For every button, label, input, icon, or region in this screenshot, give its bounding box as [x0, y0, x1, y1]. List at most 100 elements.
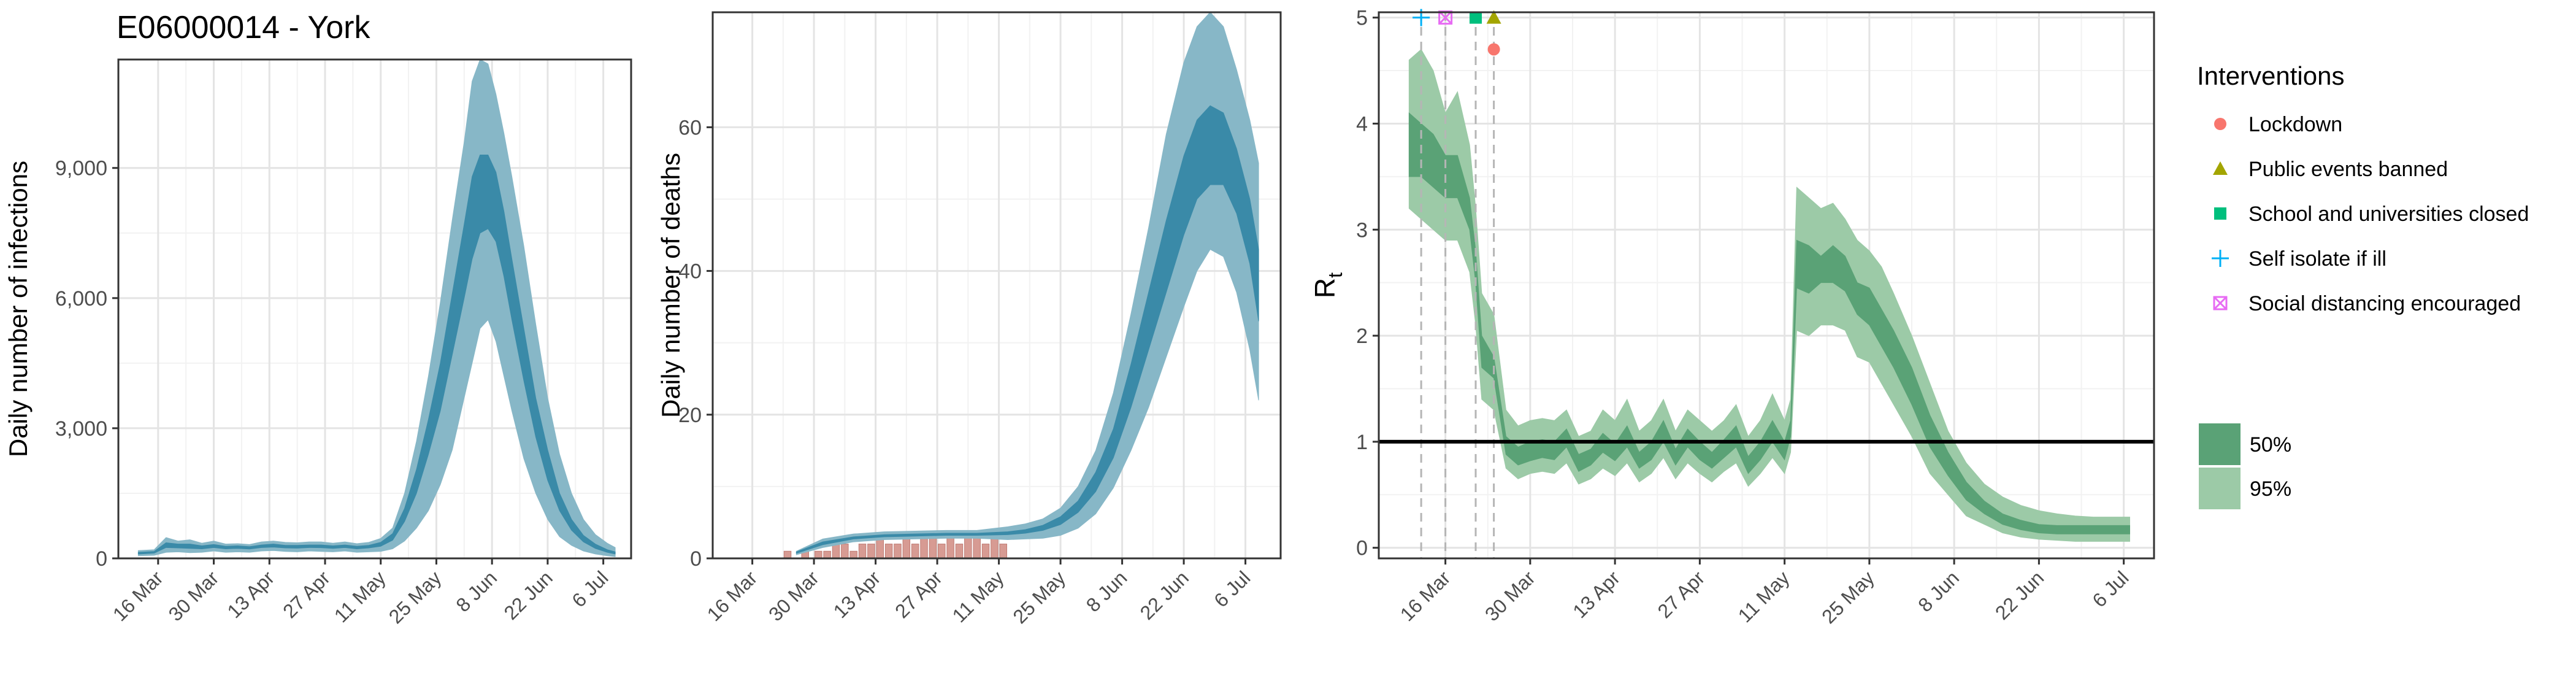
x-tick-label: 22 Jun	[1991, 566, 2048, 623]
page-title: E06000014 - York	[117, 10, 370, 45]
legend-item-label: Lockdown	[2248, 113, 2342, 136]
legend-item: Public events banned	[2213, 158, 2448, 181]
legend-swatch	[2199, 423, 2241, 465]
rt-y-axis-title-subscript: t	[1324, 272, 1346, 278]
interventions-legend-title: Interventions	[2197, 61, 2344, 90]
x-tick-label: 16 Mar	[109, 566, 167, 625]
x-tick-label: 16 Mar	[703, 566, 762, 625]
legend-item: Lockdown	[2214, 113, 2342, 136]
infections-y-axis-title: Daily number of infections	[4, 161, 33, 457]
rt-gridlines	[1379, 12, 2154, 558]
interval-legend-items: 50% 95%	[2199, 423, 2291, 509]
observed-deaths-bar	[973, 536, 981, 559]
x-tick-label: 6 Jul	[2088, 566, 2133, 611]
observed-deaths-bar	[902, 536, 911, 559]
observed-deaths-bar	[815, 550, 822, 559]
x-tick-label: 13 Apr	[829, 566, 885, 622]
x-tick-label: 6 Jul	[1209, 566, 1254, 611]
legend-item-label: Social distancing encouraged	[2248, 292, 2521, 315]
observed-deaths-bar	[832, 544, 840, 559]
legend-item-label: School and universities closed	[2248, 202, 2529, 226]
deaths-bands	[795, 12, 1259, 555]
observed-deaths-bar	[991, 536, 999, 559]
rt-y-axis: 0 1 2 3 4 5	[1356, 7, 1379, 560]
x-tick-label: 8 Jun	[451, 566, 501, 616]
y-tick-label: 5	[1356, 7, 1368, 30]
interventions-legend-items: Lockdown Public events banned School and u…	[2212, 113, 2529, 315]
y-tick-label: 3	[1356, 218, 1368, 242]
observed-deaths-bar	[884, 544, 893, 559]
x-tick-label: 30 Mar	[1481, 566, 1539, 625]
plus-icon	[2212, 250, 2229, 267]
rt-panel: 0 1 2 3 4 5 16 Mar 30 Mar 13 Apr 27 Apr 11 May 25 …	[1309, 7, 2155, 628]
triangle-icon	[2213, 161, 2228, 175]
triangle-icon	[1486, 10, 1501, 24]
observed-deaths-bar	[894, 544, 902, 559]
deaths-y-axis-title: Daily number of deaths	[656, 153, 685, 418]
infections-gridlines	[118, 60, 631, 560]
x-tick-label: 30 Mar	[764, 566, 823, 625]
observed-deaths-bar	[920, 536, 928, 559]
infections-bands	[137, 59, 616, 557]
legend-item-label: Public events banned	[2248, 158, 2448, 181]
square-icon	[2214, 207, 2226, 220]
interval-legend-item: 95%	[2199, 468, 2291, 509]
x-tick-label: 25 May	[1008, 566, 1070, 628]
plot-background	[1379, 12, 2154, 558]
legend-item-label: Self isolate if ill	[2248, 247, 2386, 271]
observed-deaths-bar	[867, 544, 875, 559]
x-tick-label: 11 May	[948, 566, 1008, 626]
intervention-date-lines	[1420, 12, 1495, 558]
y-tick-label: 1	[1356, 431, 1368, 454]
interval-legend-item: 50%	[2199, 423, 2291, 465]
x-tick-label: 25 May	[385, 566, 446, 628]
observed-deaths-bar	[938, 544, 946, 559]
y-tick-label: 0	[96, 547, 107, 571]
observed-deaths-bar	[981, 544, 990, 559]
x-tick-label: 25 May	[1817, 566, 1879, 628]
circle-icon	[1487, 43, 1500, 56]
band-50pct	[137, 155, 616, 555]
observed-deaths-bar	[783, 550, 792, 559]
y-tick-label: 9,000	[55, 157, 107, 180]
y-tick-label: 20	[678, 404, 702, 427]
deaths-plot-border	[711, 11, 1282, 560]
observed-deaths-bar	[964, 536, 972, 559]
legend-item: Social distancing encouraged	[2213, 292, 2521, 315]
legend-item-label: 50%	[2250, 433, 2291, 457]
observed-deaths-bar	[999, 544, 1008, 559]
band-50pct	[795, 105, 1259, 554]
x-tick-label: 8 Jun	[1082, 566, 1132, 616]
observed-deaths-bar	[823, 550, 831, 559]
observed-deaths-bar	[841, 544, 849, 559]
x-tick-label: 11 May	[1734, 566, 1794, 626]
infections-y-axis: 0 3,000 6,000 9,000	[55, 157, 118, 571]
observed-deaths-bar	[849, 550, 857, 559]
legend-item: School and universities closed	[2214, 202, 2529, 226]
rt-y-axis-title: Rt	[1309, 272, 1346, 298]
band-50pct	[1408, 112, 2130, 534]
rt-plot-border	[1378, 11, 2155, 560]
legend-item: Self isolate if ill	[2212, 247, 2386, 271]
observed-deaths-bar	[911, 544, 919, 559]
circle-icon	[2214, 118, 2226, 130]
y-tick-label: 40	[678, 260, 702, 283]
deaths-panel: 0 20 40 60 16 Mar 30 Mar 13 Apr 27 Apr 11 May 25…	[656, 11, 1282, 628]
legend-swatch	[2199, 468, 2241, 509]
x-tick-label: 27 Apr	[1653, 566, 1709, 622]
x-tick-label: 30 Mar	[164, 566, 223, 625]
x-tick-label: 16 Mar	[1396, 566, 1455, 625]
x-tick-label: 27 Apr	[891, 566, 946, 622]
square-icon	[1470, 11, 1482, 24]
deaths-y-axis: 0 20 40 60	[678, 116, 713, 571]
legend-item-label: 95%	[2250, 477, 2291, 501]
y-tick-label: 3,000	[55, 417, 107, 441]
deaths-x-axis: 16 Mar 30 Mar 13 Apr 27 Apr 11 May 25 May 8 Ju…	[703, 558, 1255, 628]
band-95pct	[795, 12, 1259, 555]
observed-deaths-bar	[955, 544, 964, 559]
y-tick-label: 6,000	[55, 287, 107, 310]
observed-deaths-bar	[858, 544, 867, 559]
